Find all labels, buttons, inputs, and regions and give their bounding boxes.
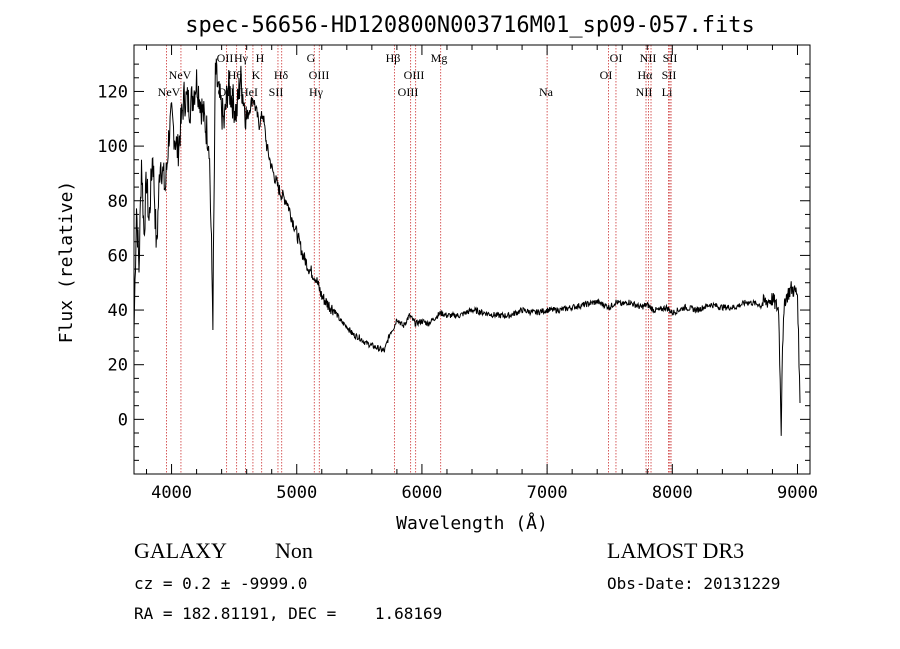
line-label: NII <box>636 85 653 99</box>
line-label: OI <box>610 51 623 65</box>
coordinates: RA = 182.81191, DEC = 1.68169 <box>134 604 443 623</box>
x-tick-label: 7000 <box>527 483 568 503</box>
x-tick-label: 5000 <box>276 483 317 503</box>
line-label: SII <box>269 85 284 99</box>
line-label: Hγ <box>234 51 249 65</box>
y-axis-label: Flux (relative) <box>56 181 77 344</box>
x-axis-ticks: 4000 5000 6000 7000 8000 9000 <box>146 45 818 503</box>
line-label: H <box>256 51 265 65</box>
redshift-value: cz = 0.2 ± -9999.0 <box>134 574 308 593</box>
line-label: Hδ <box>274 68 289 82</box>
line-label: OII <box>217 51 234 65</box>
spectrum-line <box>133 58 801 436</box>
line-label: SII <box>663 51 678 65</box>
y-tick-label: 100 <box>97 137 128 157</box>
line-label: OI <box>600 68 613 82</box>
line-label: NII <box>640 51 657 65</box>
line-label: Hβ <box>386 51 401 65</box>
y-tick-label: 40 <box>108 301 128 321</box>
line-label: G <box>307 51 316 65</box>
chart-title: spec-56656-HD120800N003716M01_sp09-057.f… <box>185 13 755 38</box>
line-markers <box>166 45 672 474</box>
observation-date: Obs-Date: 20131229 <box>607 574 781 593</box>
y-tick-label: 80 <box>108 192 128 212</box>
y-tick-label: 120 <box>97 82 128 102</box>
y-tick-label: 60 <box>108 246 128 266</box>
y-tick-label: 0 <box>118 410 128 430</box>
x-axis-label: Wavelength (Å) <box>396 512 548 534</box>
x-tick-label: 9000 <box>777 483 818 503</box>
x-tick-label: 4000 <box>151 483 192 503</box>
line-label: K <box>252 68 261 82</box>
line-label: OIII <box>309 68 330 82</box>
object-class: GALAXY <box>134 538 227 563</box>
line-label: Hγ <box>309 85 324 99</box>
y-axis-ticks: 0 20 40 60 80 100 120 <box>97 63 810 475</box>
x-tick-label: 8000 <box>652 483 693 503</box>
line-label: SII <box>662 68 677 82</box>
line-label: Hα <box>638 68 654 82</box>
line-label: HeI <box>240 85 258 99</box>
line-label: Mg <box>431 51 448 65</box>
survey-name: LAMOST DR3 <box>607 538 745 563</box>
x-tick-label: 6000 <box>401 483 442 503</box>
line-label: OIII <box>404 68 425 82</box>
line-label: NeV <box>169 68 192 82</box>
line-label: NeV <box>158 85 181 99</box>
line-label: Na <box>539 85 554 99</box>
y-tick-label: 20 <box>108 356 128 376</box>
object-subclass: Non <box>275 538 313 563</box>
line-label: Li <box>662 85 673 99</box>
line-label: OIII <box>398 85 419 99</box>
